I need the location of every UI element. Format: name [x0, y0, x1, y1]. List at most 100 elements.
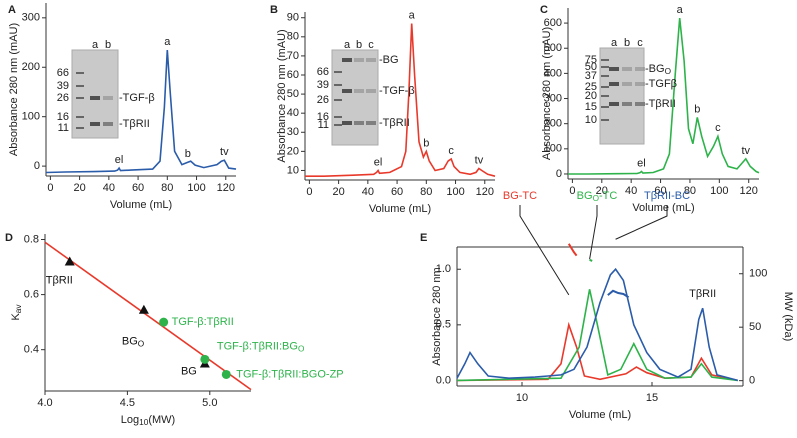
mw-line — [589, 258, 593, 262]
point — [138, 304, 149, 314]
peak-label: c — [448, 145, 454, 157]
y-tick-label: 300 — [22, 12, 40, 24]
y-tick-label: 10 — [287, 164, 299, 176]
y-tick-label: 0.4 — [24, 344, 39, 356]
gel-band — [354, 58, 364, 62]
gel-band-label: -TGF-β — [379, 85, 415, 97]
point-label: BGO — [122, 336, 145, 349]
y-tick-label: 200 — [544, 118, 562, 130]
x-tick-label: 4.0 — [37, 397, 52, 409]
gel-band — [622, 102, 632, 106]
text-part: BG — [577, 190, 593, 202]
gel-band — [601, 95, 609, 97]
x-tick-label: 60 — [391, 186, 403, 198]
x-tick-label: 60 — [654, 185, 666, 197]
gel-lane-label: a — [344, 39, 351, 51]
gel-marker-label: 25 — [585, 81, 597, 93]
peak-label: el — [637, 157, 646, 169]
gel-lane-label: a — [611, 37, 618, 49]
gel-marker-label: 26 — [317, 94, 329, 106]
text-part: O — [298, 344, 305, 353]
y-tick-label: 50 — [287, 88, 299, 100]
text-part: O — [593, 194, 600, 203]
mw-line — [567, 243, 578, 257]
x-tick-label: 5.0 — [202, 397, 217, 409]
text-part: -TC — [599, 190, 617, 202]
text-part: O — [138, 340, 145, 349]
y-tick-label: 600 — [544, 17, 562, 29]
point — [64, 256, 75, 266]
text-part: K — [10, 313, 22, 321]
gel-marker-label: 66 — [57, 67, 69, 79]
gel-band — [601, 119, 609, 121]
peak-label: a — [677, 4, 684, 16]
x-tick-label: 15 — [646, 392, 658, 404]
peak-label: el — [115, 154, 124, 166]
y-tick-label: 0.5 — [436, 319, 451, 331]
point-label: TGF-β:TβRII — [172, 316, 234, 328]
gel-marker-label: 66 — [317, 66, 329, 78]
gel-band — [601, 59, 609, 61]
series-label: BG-TC — [503, 190, 537, 202]
gel-band — [334, 84, 342, 86]
y2-tick-label: 100 — [749, 268, 767, 280]
panel-label: D — [5, 232, 13, 244]
peak-label: tv — [741, 145, 750, 157]
gel-band — [334, 99, 342, 101]
y-tick-label: 70 — [287, 50, 299, 62]
callout-line — [615, 205, 668, 240]
x-tick-label: 80 — [161, 182, 173, 194]
peak-label: b — [423, 137, 429, 149]
y2-tick-label: 0 — [749, 375, 755, 387]
gel-marker-label: 37 — [585, 70, 597, 82]
point-label: BG — [181, 365, 197, 377]
gel-band — [622, 82, 632, 86]
gel-band — [76, 97, 84, 99]
gel-lane-label: a — [92, 39, 99, 51]
gel-marker-label: 50 — [585, 61, 597, 73]
x-tick-label: 60 — [132, 182, 144, 194]
text-part: TGF-β:TβRII:BG — [217, 340, 298, 352]
gel-marker-label: 11 — [318, 119, 329, 131]
gel-band — [334, 116, 342, 118]
point — [159, 317, 169, 327]
gel-band — [366, 58, 376, 62]
text-part: 10 — [139, 418, 149, 427]
y-axis-label: Absorbance 280 nm (mAU) — [541, 27, 553, 160]
gel-band — [366, 89, 376, 93]
gel-band — [76, 85, 84, 87]
y-tick-label: 400 — [544, 67, 562, 79]
gel-band — [601, 75, 609, 77]
y-tick-label: 500 — [544, 42, 562, 54]
series-label: BGO-TC — [577, 190, 618, 203]
gel-lane-label: b — [356, 39, 362, 51]
y-axis-label: Kav — [10, 304, 23, 321]
y-tick-label: 300 — [544, 92, 562, 104]
gel-band-label: -BG — [379, 54, 399, 66]
gel-band — [90, 96, 100, 100]
gel-marker-label: 10 — [585, 114, 597, 126]
point — [200, 354, 210, 364]
x-tick-label: 4.5 — [120, 397, 135, 409]
panel-label: B — [270, 4, 278, 16]
x-tick-label: 120 — [217, 182, 235, 194]
point-label: TβRII — [46, 274, 73, 286]
fit-line — [44, 241, 252, 391]
text-part: Log — [121, 414, 139, 426]
gel-band — [354, 89, 364, 93]
trace-line — [568, 18, 760, 175]
gel-lane-label: c — [368, 39, 374, 51]
y2-tick-label: 50 — [749, 321, 761, 333]
gel-marker-label: 15 — [585, 101, 597, 113]
gel-band — [90, 122, 100, 126]
x-tick-label: 120 — [740, 185, 758, 197]
gel-band-label: -TβRII — [119, 118, 150, 130]
peak-label: c — [715, 122, 721, 134]
gel-band — [342, 58, 352, 62]
x-axis-label: Volume (mL) — [569, 409, 631, 421]
text-part: -BG — [645, 63, 665, 75]
gel-lane-label: b — [105, 39, 111, 51]
panel-label: C — [540, 4, 548, 16]
y-tick-label: 0 — [34, 160, 40, 172]
gel-band — [354, 121, 364, 125]
